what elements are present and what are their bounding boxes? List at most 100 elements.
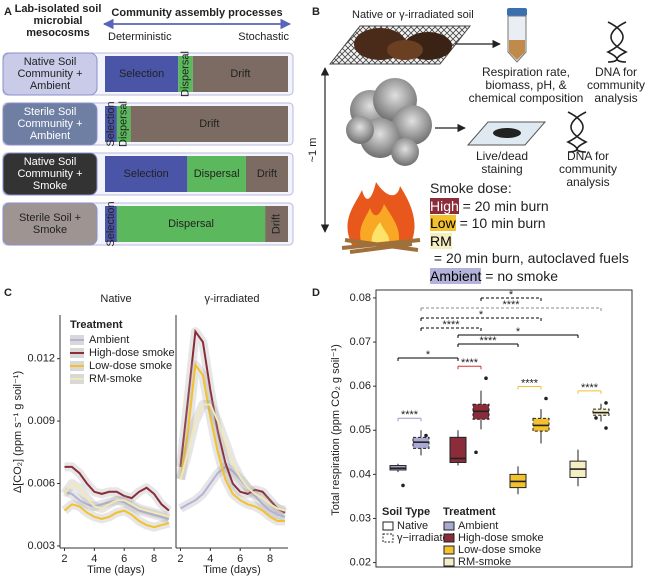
legend-label: High-dose smoke: [89, 347, 175, 359]
bar-segment: [130, 106, 288, 142]
outlier: [474, 450, 478, 455]
y-tick-label: 0.07: [350, 336, 371, 348]
bar-segment: [187, 156, 246, 192]
legend-key: [382, 521, 394, 531]
y-tick-label: 0.003: [27, 540, 55, 552]
segment-label: Drift: [230, 68, 250, 80]
significance-label: *: [516, 326, 521, 338]
bar-segment: [116, 206, 266, 242]
tube-icon: [507, 8, 527, 63]
y-tick-label: 0.006: [27, 477, 55, 489]
dose-row: Ambient = no smoke: [430, 267, 647, 286]
x-axis-label: Time (days): [203, 564, 261, 576]
significance-label: ****: [502, 299, 520, 311]
legend-title: Treatment: [70, 319, 123, 331]
significance-label: *: [509, 289, 514, 301]
segment-label: Drift: [199, 118, 219, 130]
y-axis-label: Total respiration (ppm CO₂ g soil⁻¹): [330, 344, 342, 515]
dose-name: Ambient: [430, 267, 482, 284]
outlier: [594, 416, 598, 420]
x-axis-label: Time (days): [87, 564, 145, 576]
legend-label: High-dose smoke: [458, 532, 544, 544]
line: [179, 403, 286, 512]
x-tick-label: 2: [177, 553, 183, 565]
line: [64, 465, 170, 512]
line: [180, 465, 286, 518]
legend-label: Low-dose smoke: [458, 544, 541, 556]
significance-label: ****: [442, 319, 460, 331]
bar-segment: [105, 56, 179, 92]
panel-label: B: [312, 6, 320, 18]
legend-label: RM-smoke: [458, 556, 511, 568]
line: [63, 482, 170, 518]
y-tick-label: 0.012: [27, 353, 55, 365]
segment-label: Dispersal: [194, 168, 240, 180]
dose-row: High = 20 min burn: [430, 197, 647, 216]
row-label: Sterile Soil + Smoke: [18, 211, 82, 236]
segment-label: Dispersal: [179, 51, 191, 97]
line: [179, 362, 285, 522]
bar-segment: [245, 156, 288, 192]
bar-segment: [116, 106, 131, 142]
x-tick-label: 4: [91, 553, 97, 565]
significance-label: ****: [401, 409, 419, 421]
line: [63, 503, 170, 529]
legend-label: Native: [397, 520, 428, 532]
segment-label: Selection: [105, 101, 117, 146]
panel-label: D: [312, 287, 320, 299]
box: [449, 436, 467, 463]
axis-end-label: Stochastic: [238, 31, 289, 43]
legend-label: Ambient: [458, 520, 498, 532]
dna-icon: [566, 111, 588, 153]
x-tick-label: 6: [121, 553, 127, 565]
row-label-box: [2, 152, 98, 196]
dna-label: DNA for community analysis: [586, 65, 645, 106]
x-tick-label: 4: [207, 553, 213, 565]
plot-frame: [375, 289, 633, 568]
segment-label: Selection: [124, 168, 169, 180]
significance-label: ****: [581, 382, 599, 394]
row-label-box: [2, 102, 98, 146]
significance-label: ****: [479, 335, 497, 347]
dna-icon: [606, 21, 628, 63]
line: [179, 328, 286, 514]
bar-segment: [105, 106, 117, 142]
legend-key: [443, 521, 455, 531]
y-tick-label: 0.05: [350, 424, 371, 436]
legend-key: [443, 545, 455, 555]
panel-label: A: [4, 6, 12, 18]
bar-segment: [105, 206, 117, 242]
row-label-box: [2, 52, 98, 96]
y-tick-label: 0.02: [350, 556, 371, 568]
smoke-cloud: [346, 78, 432, 166]
legend-title: Soil Type: [382, 506, 430, 518]
outlier: [401, 483, 405, 488]
y-tick-label: 0.009: [27, 415, 55, 427]
slide-icon: [466, 121, 547, 146]
bar-segment: [178, 56, 193, 92]
legend-label: RM-smoke: [89, 373, 142, 385]
y-axis-label: Δ[CO₂] (ppm s⁻¹ g soil⁻¹): [12, 371, 24, 493]
row-label: Native Soil Community + Ambient: [17, 55, 83, 93]
bar-segment: [192, 56, 288, 92]
segment-label: Dispersal: [168, 218, 214, 230]
row-label: Native Soil Community + Smoke: [17, 155, 83, 193]
y-tick-label: 0.03: [350, 512, 371, 524]
facet-title: Native: [100, 293, 131, 305]
dose-name: RM: [430, 232, 452, 249]
segment-label: Selection: [119, 68, 164, 80]
segment-label: Selection: [105, 201, 117, 246]
distance-label: ~1 m: [307, 138, 319, 163]
bar-segment: [105, 156, 188, 192]
dose-row: RM = 20 min burn, autoclaved fuels: [430, 232, 647, 268]
significance-label: *: [479, 309, 484, 321]
y-tick-label: 0.06: [350, 380, 371, 392]
x-tick-label: 8: [267, 553, 273, 565]
significance-label: *: [426, 349, 431, 361]
facet-title: γ-irradiated: [204, 293, 259, 305]
x-tick-label: 6: [237, 553, 243, 565]
staining-label: Live/dead staining: [475, 149, 529, 177]
segment-label: Dispersal: [118, 101, 130, 147]
y-tick-label: 0.08: [350, 292, 371, 304]
